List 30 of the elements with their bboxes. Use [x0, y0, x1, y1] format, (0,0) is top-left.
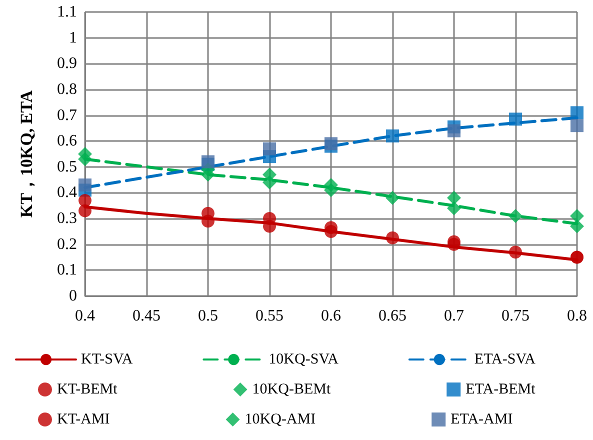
y-tick-label: 0.9	[57, 55, 77, 72]
y-tick-label: 0.7	[57, 106, 77, 124]
y-tick-label: 1.1	[57, 4, 77, 20]
legend-label: KT-SVA	[81, 352, 133, 368]
legend-label: ETA-SVA	[474, 352, 536, 368]
y-tick-label: 0	[69, 288, 77, 304]
y-tick-label: 0.2	[57, 236, 77, 253]
y-axis-title: KT，10KQ, ETA	[17, 90, 36, 218]
y-tick-label: 1	[69, 29, 77, 46]
y-tick-label: 0.5	[57, 158, 77, 176]
legend-label: KT-BEMt	[57, 382, 118, 398]
x-tick-label: 0.45	[132, 308, 160, 324]
x-tick-label: 0.7	[444, 308, 464, 324]
y-tick-label: 0.1	[57, 262, 77, 279]
x-tick-label: 0.8	[567, 308, 587, 324]
x-tick-label: 0.6	[321, 308, 341, 324]
y-tick-label: 0.6	[57, 132, 77, 150]
legend-label: KT-AMI	[57, 412, 110, 428]
y-tick-label: 0.3	[57, 210, 77, 228]
x-tick-label: 0.55	[256, 308, 284, 324]
legend-label: 10KQ-SVA	[268, 352, 339, 368]
y-tick-label: 0.8	[57, 80, 77, 98]
x-tick-label: 0.75	[502, 308, 530, 324]
x-tick-label: 0.5	[198, 308, 218, 324]
legend-label: ETA-AMI	[450, 412, 513, 428]
x-tick-label: 0.65	[378, 308, 406, 324]
y-tick-label: 0.4	[57, 184, 77, 202]
legend-label: 10KQ-AMI	[244, 412, 316, 428]
legend-label: 10KQ-BEMt	[252, 382, 332, 398]
legend-label: ETA-BEMt	[466, 382, 536, 398]
